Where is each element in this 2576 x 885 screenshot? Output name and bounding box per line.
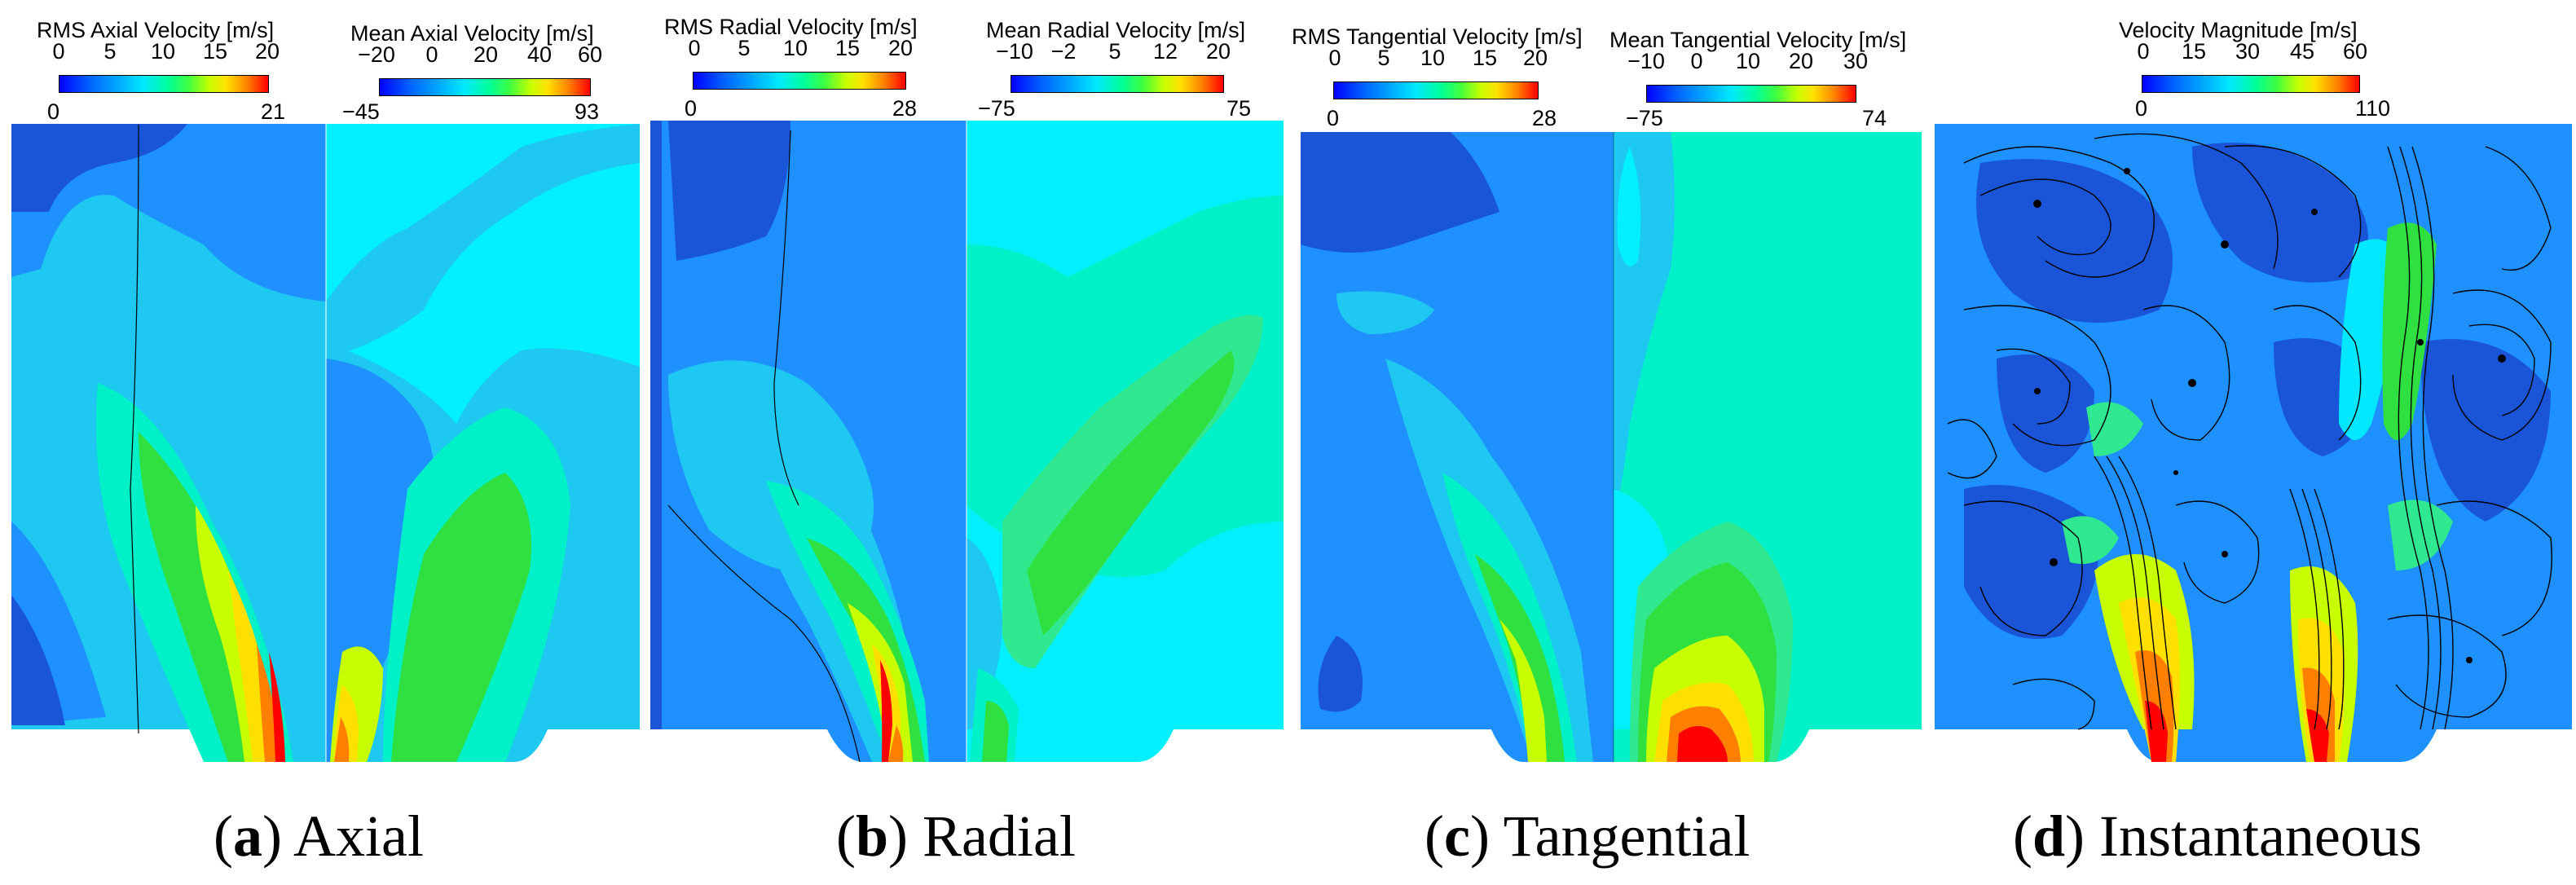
colorbar-tick: −20 <box>358 42 395 67</box>
colorbar <box>1646 85 1856 103</box>
colorbar <box>1333 81 1539 99</box>
caption-b: (b) Radial <box>836 804 1076 869</box>
caption-text: Radial <box>923 804 1076 869</box>
colorbar-tick: 60 <box>2342 39 2368 64</box>
colorbar-tick: 10 <box>1735 49 1761 73</box>
colorbar-tick: 15 <box>1472 46 1498 70</box>
caption-text: Axial <box>293 804 424 869</box>
colorbar-tick: 20 <box>1205 39 1231 64</box>
colorbar-tick: 45 <box>2289 39 2315 64</box>
colorbar-max: 28 <box>1532 106 1557 130</box>
colorbar-tick: 20 <box>887 36 914 60</box>
colorbar-ticks: −20 0 20 40 60 <box>0 42 644 67</box>
colorbar-tick: 15 <box>2181 39 2207 64</box>
caption-a: (a) Axial <box>214 804 424 869</box>
colorbar-tick: 5 <box>1377 46 1390 70</box>
colorbar-max: 75 <box>1226 96 1252 121</box>
colorbar-min: −75 <box>978 96 1015 121</box>
colorbar-min: −75 <box>1626 106 1663 130</box>
caption-d: (d) Instantaneous <box>2013 804 2422 869</box>
colorbar-title: Mean Radial Velocity [m/s] <box>986 18 1246 42</box>
colorbar-tick: 15 <box>834 36 861 60</box>
colorbar-ticks: 0 15 30 45 60 <box>1931 39 2575 64</box>
panel-axial: RMS Axial Velocity [m/s] 0 5 10 15 20 0 … <box>0 0 644 885</box>
colorbar-ticks: 0 5 10 15 20 <box>1288 46 1614 70</box>
colorbar-min: 0 <box>2135 96 2148 121</box>
colorbar-min: 0 <box>1327 106 1340 130</box>
tangential-contour-plot <box>1301 132 1922 762</box>
colorbar-tick: −10 <box>996 39 1033 64</box>
colorbar-tick: −2 <box>1050 39 1077 64</box>
colorbar-title: RMS Axial Velocity [m/s] <box>37 18 275 42</box>
colorbar-min: −45 <box>342 99 380 124</box>
colorbar-tick: 5 <box>1108 39 1121 64</box>
colorbar-tick: 30 <box>2235 39 2261 64</box>
colorbar-max: 74 <box>1862 106 1887 130</box>
colorbar-ticks: −10 −2 5 12 20 <box>644 39 1288 64</box>
caption-text: Tangential <box>1503 804 1750 869</box>
colorbar-max: 21 <box>261 99 286 124</box>
colorbar-min: 0 <box>47 99 60 124</box>
colorbar-max: 93 <box>575 99 600 124</box>
axial-contour-plot <box>11 124 640 762</box>
caption-letter: c <box>1443 804 1470 869</box>
colorbar-ticks: 0 5 10 15 20 <box>644 36 970 60</box>
colorbar-tick: 0 <box>1328 46 1341 70</box>
colorbar-tick: 5 <box>103 39 117 64</box>
colorbar-tick: −10 <box>1627 49 1665 73</box>
colorbar <box>1011 75 1224 93</box>
colorbar-title: Mean Axial Velocity [m/s] <box>350 21 594 46</box>
caption-letter: b <box>855 804 889 869</box>
radial-contour-plot <box>650 121 1284 763</box>
colorbar <box>693 72 906 90</box>
colorbar-max: 28 <box>892 96 918 121</box>
colorbar-tick: 5 <box>738 36 751 60</box>
colorbar-title: Mean Tangential Velocity [m/s] <box>1609 28 1907 52</box>
colorbar <box>379 78 591 96</box>
colorbar-tick: 12 <box>1152 39 1178 64</box>
colorbar-tick: 0 <box>1690 49 1703 73</box>
colorbar-ticks: 0 5 10 15 20 <box>0 39 326 64</box>
colorbar-tick: 0 <box>425 42 438 67</box>
panel-radial: RMS Radial Velocity [m/s] 0 5 10 15 20 0… <box>644 0 1288 885</box>
colorbar-tick: 40 <box>526 42 553 67</box>
colorbar-tick: 15 <box>202 39 228 64</box>
colorbar-min: 0 <box>685 96 698 121</box>
caption-letter: a <box>232 804 262 869</box>
colorbar-tick: 0 <box>2137 39 2150 64</box>
colorbar-tick: 20 <box>1522 46 1548 70</box>
colorbar <box>59 75 269 93</box>
colorbar-ticks: −10 0 10 20 30 <box>1288 49 1931 73</box>
caption-c: (c) Tangential <box>1425 804 1750 869</box>
colorbar-tick: 60 <box>577 42 603 67</box>
caption-text: Instantaneous <box>2099 804 2422 869</box>
panel-instantaneous: Velocity Magnitude [m/s] 0 15 30 45 60 0… <box>1931 0 2575 885</box>
colorbar-tick: 10 <box>150 39 176 64</box>
colorbar-tick: 30 <box>1843 49 1869 73</box>
instantaneous-velocity-plot <box>1935 124 2572 762</box>
colorbar-title: RMS Radial Velocity [m/s] <box>664 15 918 39</box>
colorbar-tick: 10 <box>782 36 808 60</box>
panel-tangential: RMS Tangential Velocity [m/s] 0 5 10 15 … <box>1288 0 1931 885</box>
colorbar <box>2142 75 2360 93</box>
colorbar-title: RMS Tangential Velocity [m/s] <box>1292 24 1583 49</box>
colorbar-tick: 20 <box>473 42 499 67</box>
colorbar-tick: 10 <box>1420 46 1446 70</box>
colorbar-max: 110 <box>2355 96 2391 121</box>
colorbar-tick: 20 <box>254 39 280 64</box>
colorbar-tick: 0 <box>52 39 65 64</box>
colorbar-tick: 20 <box>1788 49 1814 73</box>
colorbar-title: Velocity Magnitude [m/s] <box>2119 18 2358 42</box>
colorbar-tick: 0 <box>688 36 701 60</box>
caption-letter: d <box>2032 804 2066 869</box>
